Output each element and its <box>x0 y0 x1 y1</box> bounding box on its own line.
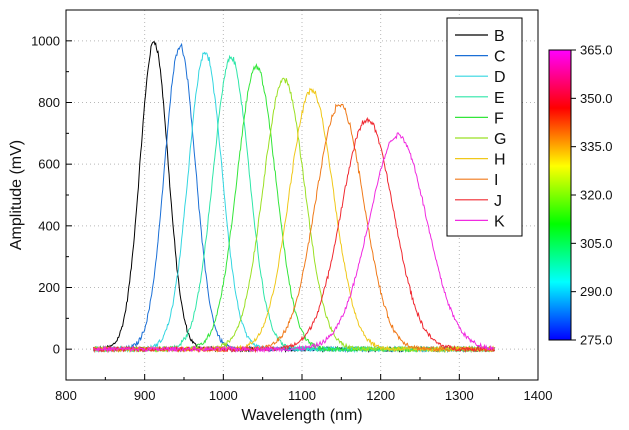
x-tick-label: 1200 <box>366 388 395 403</box>
x-tick-label: 900 <box>134 388 156 403</box>
series-line-K <box>93 132 496 354</box>
series-line-H <box>93 87 496 354</box>
series-line-J <box>93 116 495 354</box>
y-tick-label: 600 <box>38 157 60 172</box>
legend-label-J: J <box>494 193 502 210</box>
colorbar-tick-label: 365.0 <box>580 43 613 58</box>
legend-label-B: B <box>494 28 505 45</box>
legend-box <box>446 17 523 237</box>
y-axis-title: Amplitude (mV) <box>8 140 25 250</box>
colorbar-gradient <box>548 49 572 341</box>
legend-label-I: I <box>494 172 498 189</box>
x-axis-title: Wavelength (nm) <box>241 407 362 424</box>
colorbar-tick-label: 275.0 <box>580 333 613 348</box>
y-tick-label: 1000 <box>31 33 60 48</box>
y-tick-label: 800 <box>38 95 60 110</box>
colorbar: 365.0 350.0 335.0 320.0 305.0 290.0 275.0 <box>548 43 613 348</box>
colorbar-tick-label: 320.0 <box>580 188 613 203</box>
colorbar-tick-label: 305.0 <box>580 236 613 251</box>
x-axis: 800 900 1000 1100 1200 1300 1400 <box>55 374 552 403</box>
series-group <box>93 40 496 354</box>
y-tick-label: 400 <box>38 218 60 233</box>
series-line-G <box>93 77 496 354</box>
legend-label-C: C <box>494 49 506 66</box>
legend-label-K: K <box>494 213 505 230</box>
colorbar-tick-label: 350.0 <box>580 91 613 106</box>
x-tick-label: 1300 <box>445 388 474 403</box>
legend-label-E: E <box>494 90 505 107</box>
y-tick-label: 0 <box>53 342 60 357</box>
legend-label-G: G <box>494 131 506 148</box>
x-tick-label: 1100 <box>288 388 316 403</box>
legend-label-D: D <box>494 69 506 86</box>
series-line-I <box>93 103 495 354</box>
x-tick-label: 1000 <box>209 388 238 403</box>
legend-label-F: F <box>494 110 504 127</box>
x-tick-label: 1400 <box>524 388 553 403</box>
y-axis: 0 200 400 600 800 1000 <box>31 9 72 381</box>
x-tick-label: 800 <box>55 388 77 403</box>
y-tick-label: 200 <box>38 280 60 295</box>
colorbar-tick-label: 290.0 <box>580 284 613 299</box>
colorbar-tick-label: 335.0 <box>580 139 613 154</box>
legend-label-H: H <box>494 152 506 169</box>
